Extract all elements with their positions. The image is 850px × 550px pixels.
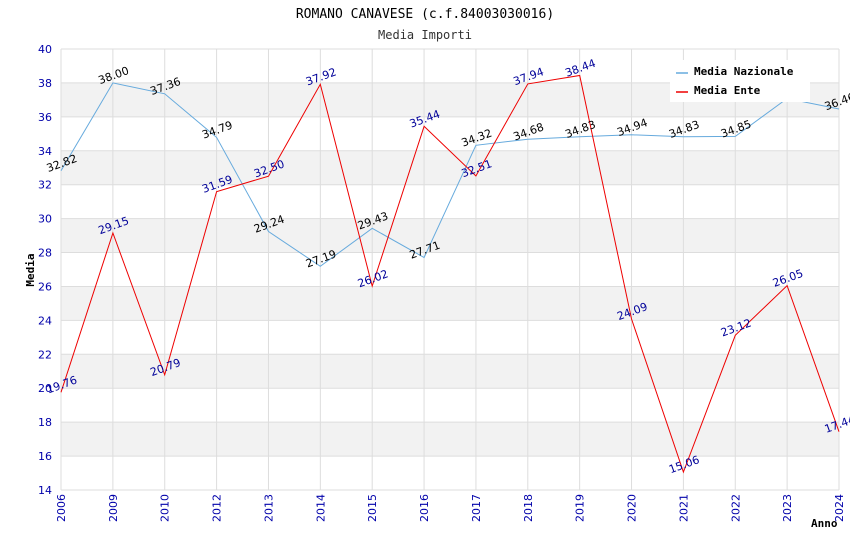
x-tick-label: 2021 bbox=[677, 494, 690, 522]
chart-subtitle: Media Importi bbox=[378, 28, 472, 42]
plot-band bbox=[61, 422, 839, 457]
plot-band bbox=[61, 456, 839, 490]
x-tick-label: 2012 bbox=[211, 494, 224, 522]
y-tick-label: 34 bbox=[38, 145, 52, 158]
legend: Media Nazionale Media Ente bbox=[670, 60, 810, 102]
x-tick-label: 2006 bbox=[55, 494, 68, 522]
y-tick-label: 22 bbox=[38, 348, 52, 361]
y-tick-label: 28 bbox=[38, 247, 52, 260]
y-tick-label: 24 bbox=[38, 314, 52, 327]
x-tick-label: 2016 bbox=[418, 494, 431, 522]
y-tick-label: 30 bbox=[38, 213, 52, 226]
plot-band bbox=[61, 320, 839, 355]
x-axis-label: Anno bbox=[811, 517, 838, 530]
y-tick-label: 40 bbox=[38, 43, 52, 56]
x-tick-label: 2014 bbox=[314, 494, 327, 522]
plot-bands bbox=[61, 49, 839, 490]
grid-lines bbox=[60, 48, 840, 491]
plot-band bbox=[61, 252, 839, 287]
plot-band bbox=[61, 218, 839, 253]
legend-label-media-nazionale: Media Nazionale bbox=[694, 65, 794, 78]
plot-band bbox=[61, 150, 839, 185]
y-tick-label: 36 bbox=[38, 111, 52, 124]
y-tick-label: 20 bbox=[38, 382, 52, 395]
y-tick-label: 16 bbox=[38, 450, 52, 463]
x-tick-label: 2018 bbox=[522, 494, 535, 522]
x-tick-label: 2009 bbox=[107, 494, 120, 522]
x-tick-label: 2015 bbox=[366, 494, 379, 522]
y-tick-label: 18 bbox=[38, 416, 52, 429]
y-tick-label: 38 bbox=[38, 77, 52, 90]
x-tick-label: 2020 bbox=[626, 494, 639, 522]
series-lines bbox=[60, 74, 840, 474]
y-axis-ticks: 14 16 18 20 22 24 26 28 30 32 34 36 38 40 bbox=[38, 43, 52, 497]
plot-band bbox=[61, 286, 839, 321]
x-tick-label: 2024 bbox=[833, 494, 846, 522]
y-tick-label: 14 bbox=[38, 484, 52, 497]
chart-title: ROMANO CANAVESE (c.f.84003030016) bbox=[296, 7, 554, 22]
y-axis-label: Media bbox=[24, 253, 37, 286]
y-tick-label: 26 bbox=[38, 280, 52, 293]
x-tick-label: 2010 bbox=[159, 494, 172, 522]
series-line-media-ente bbox=[60, 74, 840, 474]
plot-band bbox=[61, 354, 839, 389]
legend-background bbox=[670, 60, 810, 102]
x-tick-label: 2022 bbox=[729, 494, 742, 522]
x-tick-label: 2019 bbox=[574, 494, 587, 522]
series-line-media-nazionale bbox=[60, 82, 840, 267]
x-tick-label: 2017 bbox=[470, 494, 483, 522]
plot-band bbox=[61, 388, 839, 423]
legend-label-media-ente: Media Ente bbox=[694, 84, 761, 97]
y-tick-label: 32 bbox=[38, 179, 52, 192]
plot-band bbox=[61, 116, 839, 151]
x-tick-label: 2013 bbox=[262, 494, 275, 522]
x-tick-label: 2023 bbox=[781, 494, 794, 522]
x-axis-ticks: 2006 2009 2010 2012 2013 2014 2015 2016 2017 2018… bbox=[55, 494, 846, 522]
